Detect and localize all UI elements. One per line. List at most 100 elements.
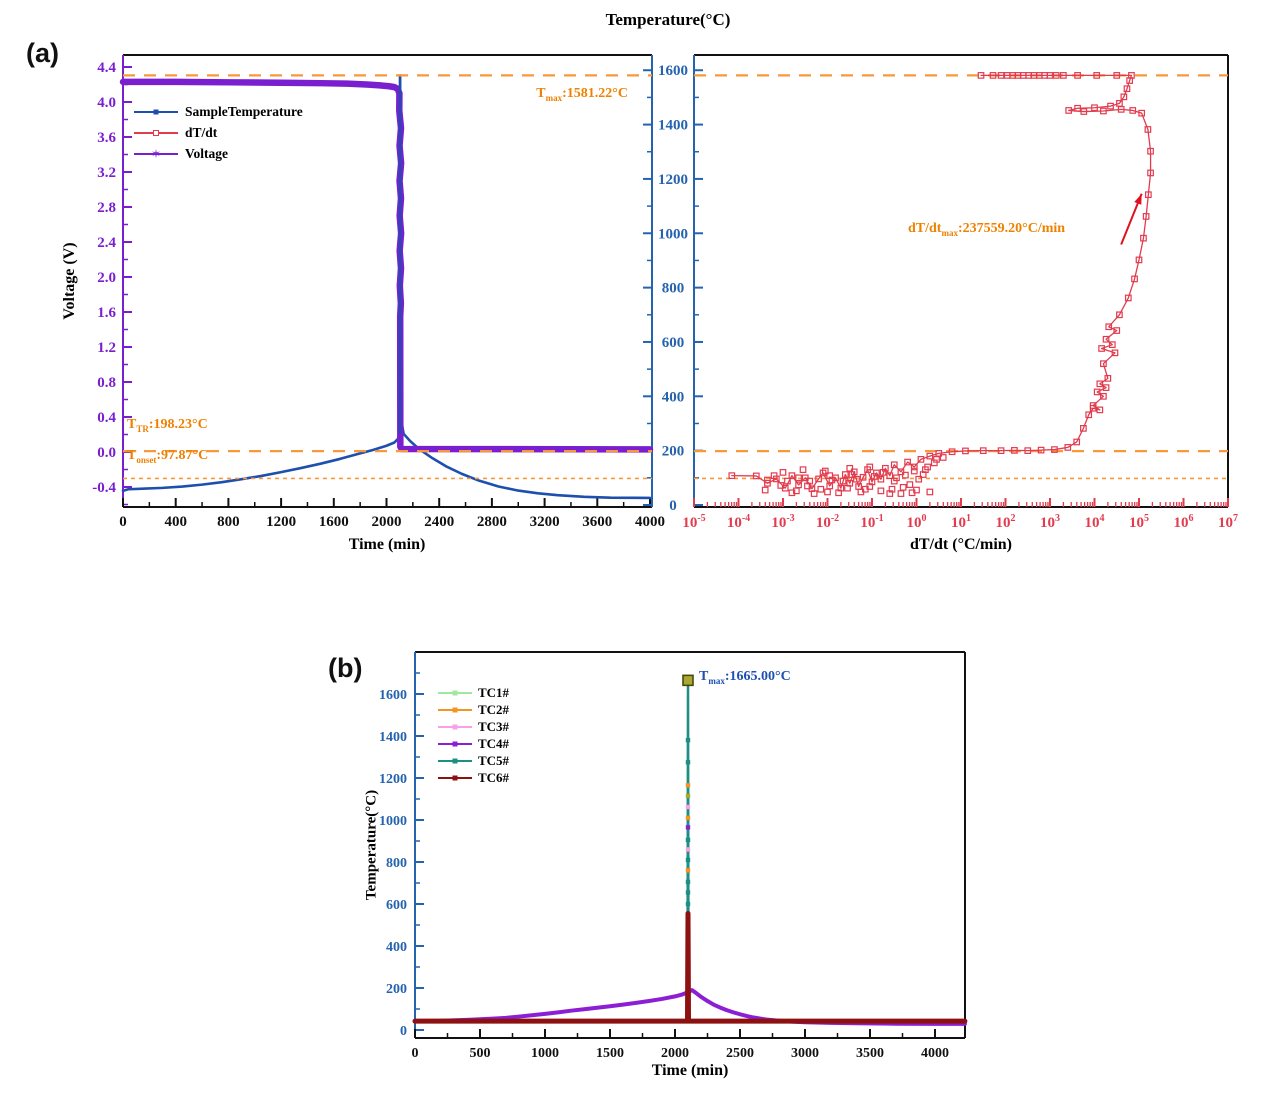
spike-marker <box>685 879 691 885</box>
data-marker <box>839 477 847 485</box>
dtdt-tick-label: 10-5 <box>682 513 705 531</box>
time-axis-label-a: Time (min) <box>348 536 426 553</box>
data-marker <box>1113 72 1121 79</box>
data-marker <box>886 490 894 497</box>
legend-label: SampleTemperature <box>185 103 303 119</box>
data-marker <box>989 72 997 79</box>
data-marker <box>919 471 927 478</box>
time-tick-label-b: 3500 <box>856 1046 884 1061</box>
time-tick-label-b: 1500 <box>596 1046 624 1061</box>
data-marker <box>908 489 916 497</box>
data-marker <box>835 489 842 497</box>
temperature-tick-label-b: 200 <box>386 982 407 997</box>
legend-label: dT/dt <box>185 124 218 140</box>
data-marker <box>1113 327 1121 334</box>
data-marker <box>1147 147 1154 155</box>
data-marker <box>1100 360 1107 368</box>
annotation-tmax-a: Tmax:1581.22°C <box>468 86 628 103</box>
annotation-text: :1665.00°C <box>724 669 791 684</box>
annotation-ttr: TTR:198.23°C <box>127 417 208 434</box>
legend-marker-square <box>452 758 458 763</box>
data-marker <box>1131 275 1138 283</box>
annotation-text: T <box>127 448 137 463</box>
data-marker <box>1041 72 1049 79</box>
data-marker <box>1089 402 1097 409</box>
dtdt-tick-label: 106 <box>1174 513 1194 531</box>
data-marker <box>788 489 796 497</box>
data-marker <box>804 482 811 490</box>
time-tick-label-a: 1200 <box>266 514 296 530</box>
voltage-tick-label: 2.8 <box>97 200 116 216</box>
polyline-shape <box>731 74 1152 490</box>
legend-line: ✶ <box>134 148 178 160</box>
annotation-text: :198.23°C <box>148 417 208 432</box>
data-marker <box>910 463 918 471</box>
spike-marker <box>685 738 691 743</box>
legend-item-sampletemperature: SampleTemperature <box>134 101 303 122</box>
data-marker <box>866 463 874 471</box>
series-panel-a <box>119 74 654 500</box>
data-marker <box>1073 438 1081 446</box>
data-marker <box>877 487 885 495</box>
legend-marker-square <box>452 724 458 729</box>
voltage-tick-label: 4.4 <box>97 60 116 76</box>
data-marker <box>1080 425 1087 432</box>
data-marker <box>890 461 898 469</box>
legend-line <box>438 741 472 746</box>
arrow-head <box>1134 193 1142 205</box>
data-marker <box>1011 447 1018 454</box>
data-marker <box>1024 447 1032 455</box>
data-marker <box>779 469 787 476</box>
legend-label: TC4# <box>478 735 510 751</box>
annotation-text: T <box>127 417 137 432</box>
data-marker <box>846 464 854 472</box>
temperature-tick-label-b: 1400 <box>379 730 407 745</box>
data-marker <box>859 473 867 481</box>
legend-label: Voltage <box>185 145 228 161</box>
temperature-tick-label-b: 400 <box>386 940 407 955</box>
voltage-tick-label: 0.0 <box>97 445 116 461</box>
legend-marker-square <box>452 707 458 712</box>
temperature-axis-label-b: Temperature(°C) <box>363 789 380 901</box>
data-marker <box>844 484 851 492</box>
data-marker <box>1035 72 1043 79</box>
data-marker <box>899 483 907 491</box>
dtdt-tick-label: 107 <box>1218 513 1238 531</box>
series-panel-b <box>412 674 968 1026</box>
data-marker <box>1037 446 1045 454</box>
data-marker <box>799 466 807 474</box>
data-marker <box>915 475 923 483</box>
legend-line <box>134 109 178 114</box>
data-marker <box>1085 411 1093 419</box>
legend-line <box>438 707 472 712</box>
data-marker <box>948 448 956 456</box>
data-marker <box>917 455 925 463</box>
spike-marker <box>685 793 691 799</box>
time-tick-label-a: 2400 <box>424 514 454 530</box>
data-marker <box>1102 384 1110 391</box>
annotation-text: :237559.20°C/min <box>957 221 1066 236</box>
temperature-tick-label: 400 <box>662 389 685 405</box>
data-marker <box>795 481 802 489</box>
data-marker <box>826 472 834 480</box>
spike-marker <box>685 868 691 873</box>
time-tick-label-a: 3200 <box>530 514 560 530</box>
time-axis-label-b: Time (min) <box>651 1062 729 1079</box>
legend-item-tc6: TC6# <box>438 769 509 786</box>
time-tick-label-a: 3600 <box>582 514 612 530</box>
data-marker <box>933 455 940 463</box>
temperature-tick-label: 800 <box>662 281 685 297</box>
legend-marker-square <box>153 109 159 114</box>
panel-a-label: (a) <box>26 38 59 68</box>
data-marker <box>904 458 911 466</box>
legend-marker-square <box>452 775 458 780</box>
annotation-sub: TR <box>136 423 149 434</box>
data-marker <box>979 447 987 455</box>
panel-b-label: (b) <box>328 653 363 683</box>
spike-marker <box>685 847 691 852</box>
dtdt-tick-label: 10-1 <box>860 513 883 531</box>
spike-marker <box>685 901 691 907</box>
legend-label: TC6# <box>478 769 510 785</box>
